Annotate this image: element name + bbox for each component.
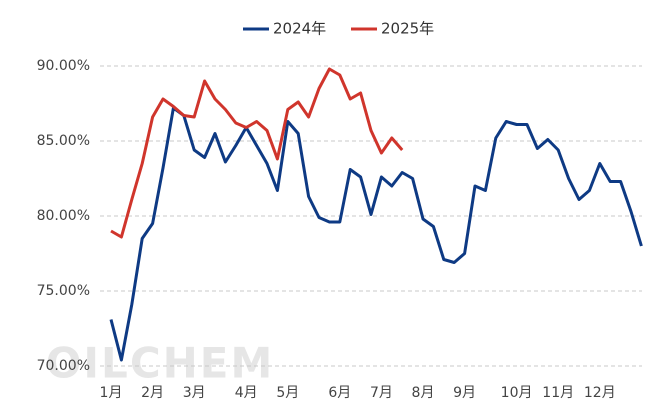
x-tick-label: 1月 — [100, 385, 123, 401]
x-tick-label: 2月 — [141, 385, 164, 401]
x-tick-label: 3月 — [183, 385, 206, 401]
y-tick-label: 80.00% — [37, 208, 90, 224]
x-tick-label: 8月 — [412, 385, 435, 401]
legend-label: 2025年 — [381, 20, 434, 38]
line-series — [109, 106, 643, 362]
x-tick-label: 11月 — [542, 385, 574, 401]
x-tick-label: 12月 — [584, 385, 616, 401]
y-tick-label: 70.00% — [37, 358, 90, 374]
x-tick-label: 6月 — [328, 385, 351, 401]
y-tick-label: 90.00% — [37, 58, 90, 74]
x-tick-label: 4月 — [235, 385, 258, 401]
watermark: OILCHEM — [46, 339, 275, 388]
x-tick-label: 5月 — [276, 385, 299, 401]
x-tick-label: 10月 — [501, 385, 533, 401]
y-tick-label: 85.00% — [37, 133, 90, 149]
y-tick-label: 75.00% — [37, 283, 90, 299]
x-tick-label: 7月 — [370, 385, 393, 401]
legend-label: 2024年 — [273, 20, 326, 38]
line-series — [110, 67, 404, 239]
x-tick-label: 9月 — [453, 385, 476, 401]
